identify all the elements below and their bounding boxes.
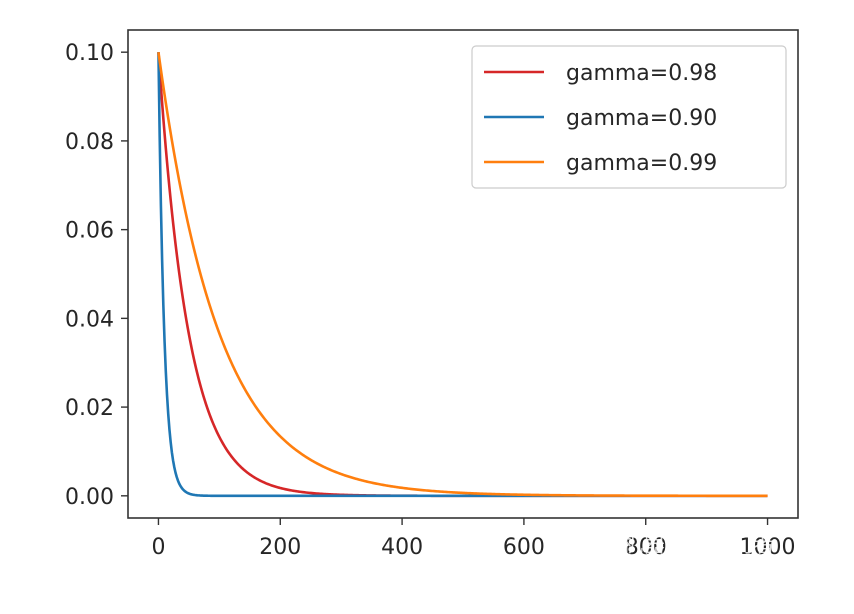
y-tick-label: 0.08 bbox=[65, 130, 114, 155]
legend: gamma=0.98 gamma=0.90 gamma=0.99 bbox=[471, 45, 787, 189]
y-axis-ticks: 0.00 0.02 0.04 0.06 0.08 0.10 bbox=[65, 41, 128, 510]
y-tick-label: 0.04 bbox=[65, 307, 114, 332]
y-tick-label: 0.06 bbox=[65, 219, 114, 244]
legend-box bbox=[471, 45, 787, 189]
x-tick-label: 400 bbox=[381, 535, 423, 560]
series-lines bbox=[157, 52, 768, 498]
y-tick-label: 0.10 bbox=[65, 41, 114, 66]
x-axis-ticks: 0 200 400 600 800 1000 bbox=[151, 518, 796, 560]
legend-label-gamma-090: gamma=0.90 bbox=[566, 106, 717, 131]
y-tick-label: 0.00 bbox=[65, 485, 114, 510]
legend-label-gamma-099: gamma=0.99 bbox=[566, 151, 717, 176]
watermark-text: 知乎 @机器学习入门者 bbox=[548, 533, 775, 558]
x-tick-label: 800 bbox=[625, 535, 667, 560]
x-tick-label: 200 bbox=[259, 535, 301, 560]
legend-label-gamma-098: gamma=0.98 bbox=[566, 61, 717, 86]
x-tick-label: 0 bbox=[151, 535, 165, 560]
x-tick-label: 1000 bbox=[740, 535, 796, 560]
y-tick-label: 0.02 bbox=[65, 396, 114, 421]
x-tick-label: 600 bbox=[503, 535, 545, 560]
series-line-gamma-0-99 bbox=[157, 52, 768, 498]
